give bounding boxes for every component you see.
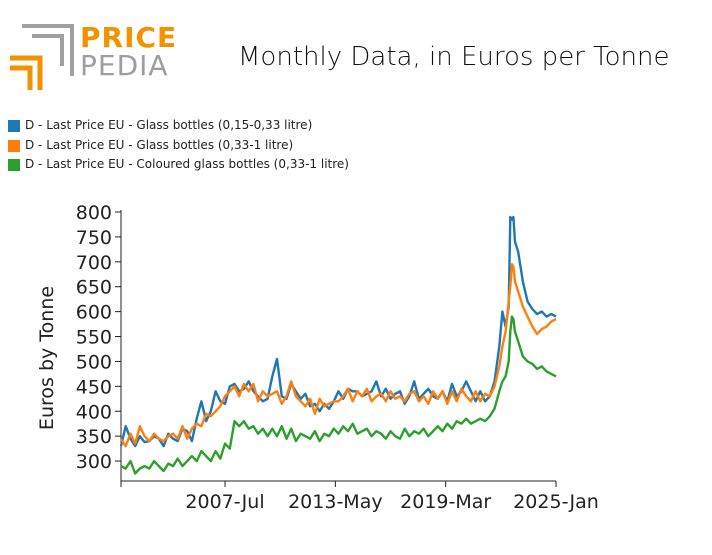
y-tick-label: 700 (76, 252, 112, 274)
legend-swatch (8, 159, 20, 171)
y-tick-label: 650 (76, 277, 112, 299)
y-tick-label: 400 (76, 401, 112, 423)
y-tick-label: 550 (76, 327, 112, 349)
legend-swatch (8, 120, 20, 132)
plot-area (119, 215, 557, 475)
x-tick-label: 2025-Jan (513, 491, 599, 513)
y-tick-label: 350 (76, 426, 112, 448)
y-tick-label: 500 (76, 351, 112, 373)
chart-title: Monthly Data, in Euros per Tonne (238, 42, 670, 72)
y-tick-label: 450 (76, 376, 112, 398)
x-tick-label: 2019-Mar (400, 491, 491, 513)
x-axis: 2007-Jul 2013-May 2019-Mar 2025-Jan (120, 480, 599, 513)
y-tick-label: 800 (76, 202, 112, 224)
legend-swatch (8, 139, 20, 152)
x-tick-label: 2007-Jul (185, 491, 264, 513)
pricepedia-logo: PRICE PEDIA (8, 22, 176, 94)
series-line-1 (119, 215, 557, 448)
series-line-3 (120, 315, 557, 475)
logo-mark (10, 24, 74, 90)
y-tick-label: 750 (76, 227, 112, 249)
logo-word-pedia: PEDIA (80, 49, 169, 82)
logo-word-price: PRICE (80, 21, 178, 54)
y-axis-label: Euros by Tonne (36, 286, 58, 430)
y-tick-label: 300 (76, 451, 112, 473)
legend-label: D - Last Price EU - Coloured glass bottl… (25, 157, 349, 171)
legend-label: D - Last Price EU - Glass bottles (0,33-… (25, 137, 294, 152)
legend-label: D - Last Price EU - Glass bottles (0,15-… (25, 118, 313, 132)
series-line-2 (119, 263, 557, 448)
x-tick-label: 2013-May (288, 491, 383, 513)
y-tick-label: 600 (76, 302, 112, 324)
